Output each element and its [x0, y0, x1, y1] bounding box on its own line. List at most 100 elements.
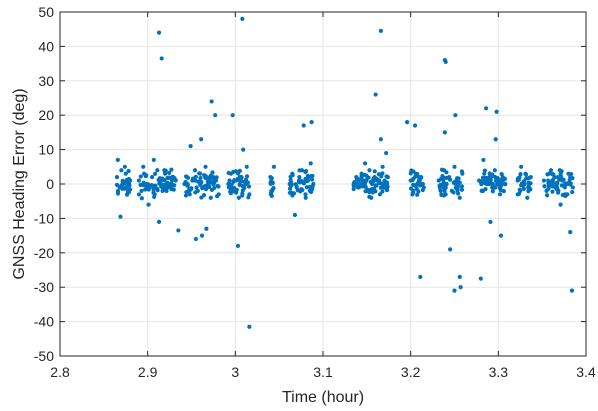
data-point: [240, 16, 245, 21]
data-point: [295, 188, 300, 193]
data-point: [441, 176, 446, 181]
data-point: [231, 179, 236, 184]
data-point: [215, 194, 220, 199]
data-point: [414, 186, 419, 191]
data-point: [231, 169, 236, 175]
data-point: [298, 180, 303, 185]
data-point: [371, 177, 376, 182]
data-point: [502, 182, 508, 187]
data-point: [556, 190, 561, 195]
data-point: [156, 177, 161, 182]
data-point: [548, 168, 554, 173]
data-point: [362, 161, 368, 166]
data-point: [438, 188, 443, 193]
data-point: [374, 183, 379, 188]
data-point: [230, 113, 235, 118]
data-point: [570, 185, 575, 190]
data-point: [385, 183, 390, 188]
data-point: [307, 184, 312, 190]
y-tick-label: -40: [34, 314, 54, 330]
data-point: [309, 177, 315, 182]
data-point: [213, 113, 218, 118]
data-point: [456, 176, 461, 181]
data-point: [301, 123, 306, 128]
data-point: [415, 192, 420, 197]
data-point: [359, 175, 364, 180]
data-point: [483, 175, 488, 181]
data-point: [156, 30, 162, 35]
data-point: [300, 187, 305, 193]
data-point: [413, 174, 418, 179]
data-point: [203, 174, 208, 179]
data-point: [441, 185, 446, 190]
data-point: [569, 288, 575, 293]
data-point: [451, 190, 456, 195]
axis-ticks: [59, 11, 587, 357]
data-point: [559, 169, 564, 174]
data-point: [351, 186, 356, 192]
data-point: [498, 184, 503, 189]
data-point: [115, 157, 120, 163]
data-point: [212, 185, 217, 191]
data-point: [162, 171, 168, 176]
data-points: [114, 16, 575, 329]
data-point: [186, 189, 191, 194]
data-point: [459, 184, 464, 189]
data-point: [362, 172, 367, 177]
data-point: [201, 193, 207, 198]
data-point: [192, 168, 198, 173]
data-point: [546, 181, 551, 186]
data-point: [482, 171, 487, 176]
data-point: [443, 59, 448, 64]
data-point: [497, 192, 503, 197]
data-point: [235, 243, 241, 249]
data-point: [380, 164, 385, 169]
data-point: [245, 180, 250, 185]
data-point: [120, 180, 126, 185]
data-point: [166, 181, 171, 186]
data-point: [211, 182, 216, 187]
data-point: [483, 181, 488, 186]
data-point: [366, 175, 371, 180]
data-point: [494, 109, 499, 114]
data-point: [171, 177, 177, 182]
data-point: [444, 170, 449, 175]
data-point: [237, 182, 242, 188]
data-point: [550, 178, 555, 184]
data-point: [493, 137, 498, 142]
data-point: [237, 168, 242, 173]
y-axis-label: GNSS Heading Error (deg): [11, 88, 28, 279]
data-point: [155, 168, 160, 173]
data-point: [207, 183, 212, 189]
data-point: [114, 182, 120, 187]
data-point: [193, 190, 198, 195]
data-point: [114, 175, 120, 180]
data-point: [479, 188, 485, 193]
data-point: [568, 230, 573, 235]
data-point: [297, 175, 302, 180]
data-point: [478, 276, 483, 281]
data-point: [488, 175, 493, 180]
y-tick-label: 50: [38, 4, 54, 20]
data-point: [521, 186, 527, 191]
data-point: [241, 147, 246, 152]
data-point: [495, 177, 500, 182]
data-point: [193, 178, 198, 183]
data-point: [151, 190, 156, 195]
data-point: [448, 247, 453, 252]
data-point: [151, 157, 156, 163]
data-point: [515, 192, 520, 197]
data-point: [227, 178, 232, 183]
data-point: [115, 189, 121, 194]
data-point: [546, 186, 551, 191]
data-point: [309, 119, 314, 125]
data-point: [144, 185, 149, 191]
data-point: [297, 168, 302, 173]
data-point: [293, 182, 298, 187]
data-point: [236, 176, 241, 182]
data-point: [211, 177, 217, 182]
data-point: [499, 177, 504, 183]
data-point: [447, 177, 453, 182]
data-point: [188, 144, 193, 149]
